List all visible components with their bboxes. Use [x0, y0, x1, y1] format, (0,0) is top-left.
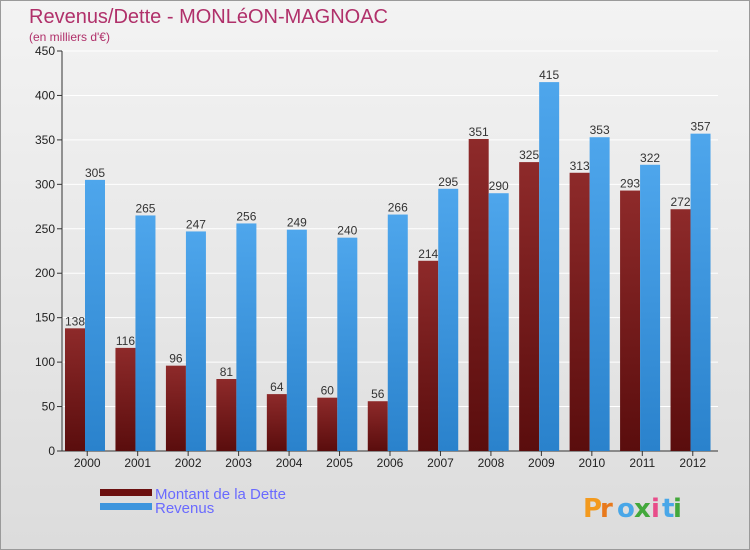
bar-revenus: [286, 229, 307, 451]
x-tick-label: 2003: [225, 456, 252, 470]
y-tick-label: 300: [35, 177, 55, 191]
y-tick-label: 0: [48, 444, 55, 458]
y-tick-label: 150: [35, 311, 55, 325]
x-tick-label: 2000: [74, 456, 101, 470]
logo-letter: P: [583, 494, 602, 524]
x-tick-label: 2005: [326, 456, 353, 470]
x-tick-label: 2011: [629, 456, 655, 470]
bar-dette: [115, 347, 136, 451]
label-revenus: 249: [287, 216, 307, 230]
label-revenus: 357: [691, 120, 711, 134]
bar-revenus: [438, 188, 459, 451]
bar-dette: [468, 139, 489, 451]
bars: [65, 82, 711, 452]
bar-dette: [216, 379, 237, 451]
label-dette: 138: [65, 314, 85, 328]
proxiti-logo: Pr o x i ti: [583, 494, 682, 524]
label-dette: 64: [270, 380, 284, 394]
bar-revenus: [135, 215, 156, 451]
label-dette: 351: [469, 125, 489, 139]
bar-revenus: [236, 223, 257, 451]
label-revenus: 265: [135, 201, 155, 215]
bar-revenus: [85, 179, 105, 451]
label-dette: 272: [671, 195, 691, 209]
label-revenus: 322: [640, 151, 660, 165]
y-tick-label: 100: [35, 355, 55, 369]
bar-revenus: [185, 231, 206, 451]
logo-letter: r: [600, 494, 613, 524]
bar-dette: [670, 209, 691, 451]
x-tick-label: 2002: [175, 456, 202, 470]
label-dette: 313: [570, 159, 590, 173]
label-revenus: 415: [539, 68, 559, 82]
bar-revenus: [640, 164, 661, 451]
label-revenus: 247: [186, 217, 206, 231]
bar-dette: [569, 172, 590, 451]
label-revenus: 353: [590, 123, 610, 137]
label-dette: 214: [418, 247, 438, 261]
x-tick-label: 2008: [478, 456, 505, 470]
y-tick-label: 50: [42, 400, 56, 414]
label-dette: 293: [620, 177, 640, 191]
legend: Montant de la Dette Revenus: [100, 486, 286, 517]
logo-letter: t: [662, 494, 674, 524]
legend-label-revenus: Revenus: [155, 500, 214, 517]
y-tick-label: 200: [35, 266, 55, 280]
chart-subtitle: (en milliers d'€): [29, 30, 110, 44]
bar-dette: [418, 260, 439, 451]
x-tick-label: 2004: [276, 456, 303, 470]
bar-dette: [266, 394, 287, 451]
y-tick-label: 450: [35, 44, 55, 58]
bar-dette: [519, 162, 540, 451]
legend-swatch-revenus: [100, 503, 152, 510]
x-tick-label: 2012: [679, 456, 706, 470]
bar-revenus: [337, 237, 358, 451]
x-tick-label: 2007: [427, 456, 454, 470]
bar-dette: [367, 401, 388, 451]
bar-revenus: [539, 82, 560, 451]
x-tick-label: 2001: [124, 456, 151, 470]
data-labels: 138 305 116 265 96 247 81 256 64 249 60 240 56 266 214…: [65, 68, 711, 401]
bar-revenus: [488, 193, 509, 451]
x-tick-label: 2010: [578, 456, 605, 470]
label-revenus: 305: [85, 166, 105, 180]
bar-revenus: [690, 133, 711, 451]
bar-dette: [317, 397, 338, 451]
y-tick-label: 250: [35, 222, 55, 236]
label-dette: 96: [169, 352, 183, 366]
x-tick-label: 2009: [528, 456, 555, 470]
logo-letter: x: [634, 494, 651, 524]
bar-revenus: [589, 137, 610, 451]
label-revenus: 256: [236, 209, 256, 223]
label-dette: 60: [321, 384, 335, 398]
logo-letter: i: [673, 494, 682, 524]
label-dette: 325: [519, 148, 539, 162]
y-tick-label: 350: [35, 133, 55, 147]
label-dette: 56: [371, 387, 385, 401]
x-tick-label: 2006: [377, 456, 404, 470]
logo-letter: o: [617, 494, 635, 524]
label-revenus: 290: [489, 179, 509, 193]
logo-letter: i: [651, 494, 660, 524]
y-tick-label: 400: [35, 88, 55, 102]
label-dette: 81: [220, 365, 234, 379]
label-dette: 116: [116, 334, 135, 348]
legend-label-dette: Montant de la Dette: [155, 486, 286, 503]
label-revenus: 266: [388, 201, 408, 215]
bar-revenus: [387, 214, 408, 451]
label-revenus: 240: [337, 224, 357, 238]
bar-dette: [65, 328, 85, 451]
label-revenus: 295: [438, 175, 458, 189]
bar-dette: [165, 365, 186, 451]
bar-dette: [620, 190, 641, 452]
legend-swatch-dette: [100, 489, 152, 496]
chart-title: Revenus/Dette - MONLéON-MAGNOAC: [29, 6, 388, 28]
